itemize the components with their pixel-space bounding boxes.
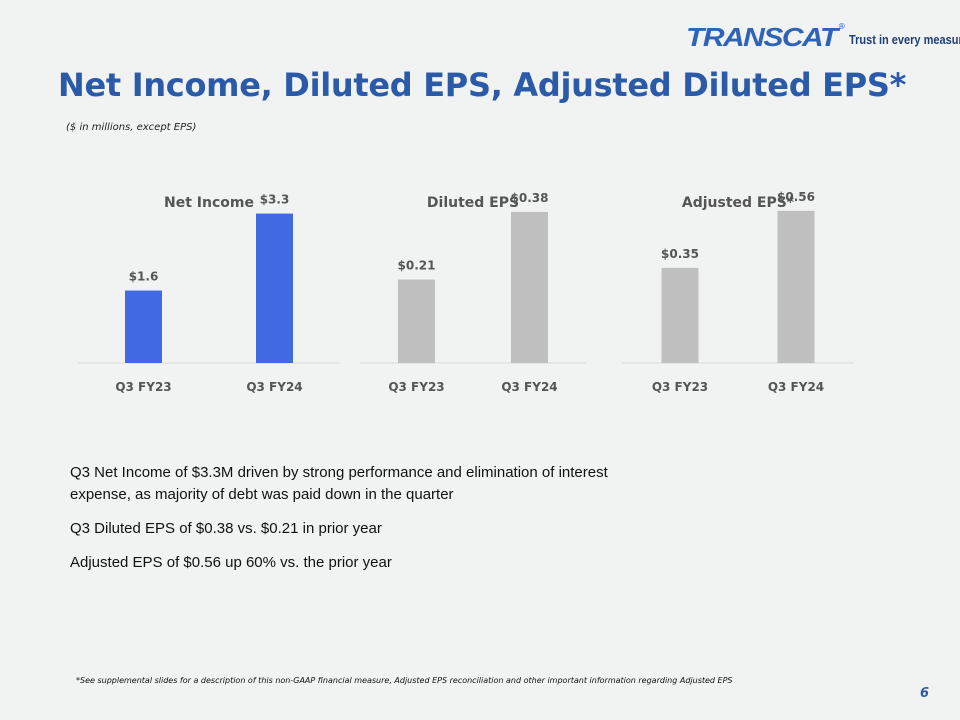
page-number: 6 [920, 686, 930, 701]
category-label: Q3 FY24 [246, 380, 302, 394]
category-label: Q3 FY24 [768, 380, 824, 394]
bar-q3-fy24 [511, 211, 548, 363]
bar-q3-fy23 [661, 267, 699, 363]
bar-q3-fy23 [125, 290, 162, 363]
data-label: $0.21 [398, 259, 436, 273]
data-label: $1.6 [129, 270, 159, 284]
slide-title: Net Income, Diluted EPS, Adjusted Dilute… [58, 66, 907, 104]
logo-wordmark: TRANSCAT [686, 23, 838, 52]
bullet-diluted-eps: Q3 Diluted EPS of $0.38 vs. $0.21 in pri… [70, 520, 382, 537]
data-label: $0.38 [511, 191, 549, 205]
footnote: *See supplemental slides for a descripti… [76, 676, 733, 685]
category-label: Q3 FY23 [388, 380, 444, 394]
slide-subtitle: ($ in millions, except EPS) [66, 122, 197, 133]
data-label: $3.3 [260, 193, 290, 207]
chart-title: Diluted EPS [427, 195, 519, 211]
logo-tagline: Trust in every measure [848, 33, 960, 47]
chart-title: Adjusted EPS* [682, 195, 795, 211]
bar-q3-fy24 [777, 210, 815, 363]
logo-registered-mark: ® [837, 22, 846, 31]
bullet-adjusted-eps: Adjusted EPS of $0.56 up 60% vs. the pri… [70, 554, 392, 571]
category-label: Q3 FY24 [501, 380, 557, 394]
category-label: Q3 FY23 [115, 380, 171, 394]
transcat-logo: TRANSCAT ® Trust in every measure [686, 22, 960, 50]
bullet-net-income: Q3 Net Income of $3.3M driven by strong … [70, 464, 608, 503]
category-label: Q3 FY23 [652, 380, 708, 394]
bar-q3-fy23 [398, 279, 435, 363]
chart-1: Net Income $1.6 Q3 FY23 $3.3 Q3 FY24 [78, 193, 340, 394]
chart-3: Adjusted EPS* $0.35 Q3 FY23 $0.56 Q3 FY24 [622, 190, 854, 394]
data-label: $0.56 [777, 190, 815, 204]
chart-title: Net Income [164, 195, 254, 211]
bar-charts: Net Income$1.6Q3 FY23$3.3Q3 FY24Diluted … [78, 190, 854, 394]
bar-q3-fy24 [256, 213, 293, 363]
data-label: $0.35 [661, 247, 699, 261]
bullet-list: Q3 Net Income of $3.3M driven by strong … [70, 462, 650, 586]
chart-2: Diluted EPS $0.21 Q3 FY23 $0.38 Q3 FY24 [360, 191, 586, 394]
